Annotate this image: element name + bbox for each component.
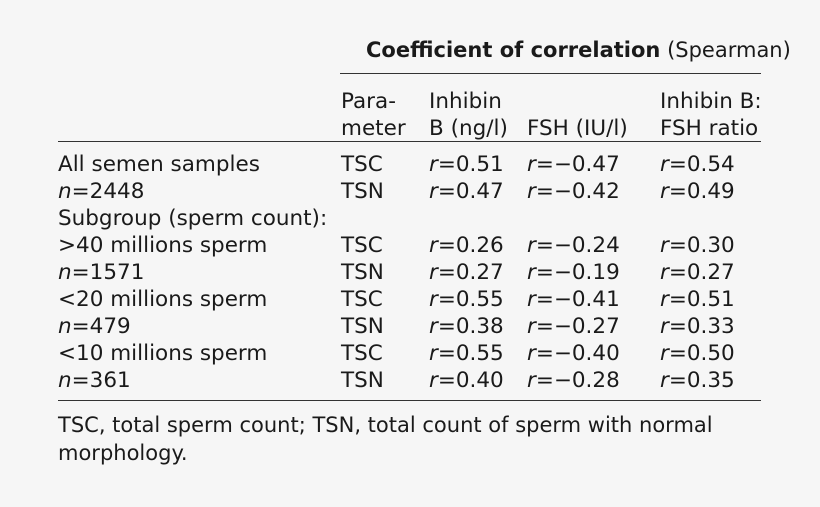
cell-label: n=2448 xyxy=(58,179,145,204)
cell-ratio: r=0.33 xyxy=(660,314,735,339)
cell-parameter: TSN xyxy=(341,260,384,285)
cell-fsh: r=−0.24 xyxy=(527,233,620,258)
cell-label: >40 millions sperm xyxy=(58,233,268,258)
spanner-subtitle: (Spearman) xyxy=(667,38,791,62)
cell-parameter: TSC xyxy=(341,152,383,177)
cell-inhibin: r=0.40 xyxy=(429,368,504,393)
header-parameter-line1: Para- xyxy=(341,89,396,114)
bottom-rule xyxy=(58,400,761,401)
header-inhibin-line2: B (ng/l) xyxy=(429,116,508,141)
footnote-line2: morphology. xyxy=(58,441,188,465)
cell-label: All semen samples xyxy=(58,152,260,177)
cell-inhibin: r=0.55 xyxy=(429,287,504,312)
cell-label: <10 millions sperm xyxy=(58,341,268,366)
header-ratio-line1: Inhibin B: xyxy=(660,89,762,114)
header-rule xyxy=(58,141,761,142)
cell-label: n=1571 xyxy=(58,260,145,285)
header-parameter-line2: meter xyxy=(341,116,406,141)
spanner-header: Coefficient of correlation (Spearman) xyxy=(366,37,791,64)
cell-fsh: r=−0.47 xyxy=(527,152,620,177)
spanner-title: Coefficient of correlation xyxy=(366,38,661,62)
cell-fsh: r=−0.41 xyxy=(527,287,620,312)
cell-ratio: r=0.27 xyxy=(660,260,735,285)
spanner-rule xyxy=(340,73,761,74)
cell-ratio: r=0.49 xyxy=(660,179,735,204)
cell-parameter: TSN xyxy=(341,314,384,339)
cell-fsh: r=−0.27 xyxy=(527,314,620,339)
cell-inhibin: r=0.27 xyxy=(429,260,504,285)
footnote-line1: TSC, total sperm count; TSN, total count… xyxy=(58,413,713,437)
cell-inhibin: r=0.51 xyxy=(429,152,504,177)
cell-inhibin: r=0.55 xyxy=(429,341,504,366)
header-ratio-line2: FSH ratio xyxy=(660,116,759,141)
cell-inhibin: r=0.38 xyxy=(429,314,504,339)
cell-parameter: TSN xyxy=(341,368,384,393)
cell-fsh: r=−0.42 xyxy=(527,179,620,204)
cell-inhibin: r=0.47 xyxy=(429,179,504,204)
cell-fsh: r=−0.28 xyxy=(527,368,620,393)
cell-fsh: r=−0.40 xyxy=(527,341,620,366)
cell-parameter: TSN xyxy=(341,179,384,204)
header-fsh: FSH (IU/l) xyxy=(527,116,628,141)
cell-parameter: TSC xyxy=(341,233,383,258)
cell-label: <20 millions sperm xyxy=(58,287,268,312)
cell-ratio: r=0.51 xyxy=(660,287,735,312)
cell-label: n=361 xyxy=(58,368,131,393)
header-inhibin-line1: Inhibin xyxy=(429,89,502,114)
cell-inhibin: r=0.26 xyxy=(429,233,504,258)
cell-label: Subgroup (sperm count): xyxy=(58,206,328,231)
cell-label: n=479 xyxy=(58,314,131,339)
cell-fsh: r=−0.19 xyxy=(527,260,620,285)
cell-ratio: r=0.54 xyxy=(660,152,735,177)
cell-parameter: TSC xyxy=(341,341,383,366)
cell-ratio: r=0.35 xyxy=(660,368,735,393)
cell-ratio: r=0.30 xyxy=(660,233,735,258)
cell-parameter: TSC xyxy=(341,287,383,312)
cell-ratio: r=0.50 xyxy=(660,341,735,366)
